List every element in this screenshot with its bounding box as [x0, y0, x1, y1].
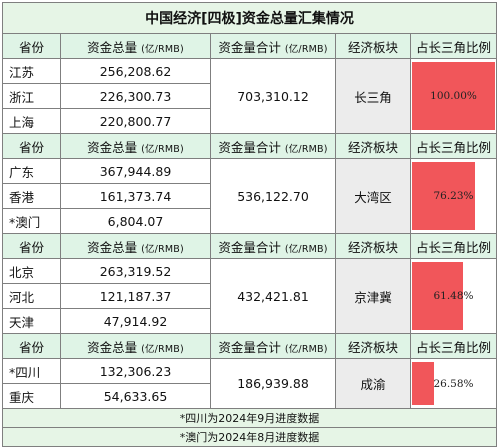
ratio-bar [412, 162, 476, 230]
table-row: 江苏 256,208.62 703,310.12 长三角 100.00% [2, 58, 498, 134]
province-cell: 北京 [2, 258, 61, 284]
header-row: 省份 资金总量 (亿/RMB) 资金量合计 (亿/RMB) 经济板块 占长三角比例 [2, 233, 498, 259]
table-row: *澳门 6,804.07 [2, 208, 497, 234]
province-cell: 天津 [2, 308, 61, 334]
amount-cell: 132,306.23 [60, 358, 211, 384]
total-cell: 186,939.88 [210, 358, 336, 409]
header-ratio: 占长三角比例 [409, 233, 498, 259]
header-total-label: 资金量合计 [218, 239, 281, 255]
header-amount-unit: (亿/RMB) [141, 43, 184, 55]
province-cell: 广东 [2, 158, 61, 184]
header-amount-unit: (亿/RMB) [141, 343, 184, 355]
amount-cell: 54,633.65 [60, 383, 211, 409]
header-amount: 资金总量 (亿/RMB) [60, 133, 211, 159]
header-region: 经济板块 [335, 233, 411, 259]
note-row: *四川为2024年9月进度数据 [1, 408, 498, 428]
table-row: 香港 161,373.74 [2, 183, 497, 209]
ratio-bar [412, 62, 496, 130]
table-row: *四川 132,306.23 186,939.88 成渝 26.58% [2, 358, 498, 409]
table-row: 天津 47,914.92 [2, 308, 497, 334]
header-amount: 资金总量 (亿/RMB) [60, 333, 211, 359]
ratio-label: 100.00% [430, 90, 477, 102]
ratio-cell: 26.58% [409, 358, 498, 409]
ratio-bar [412, 362, 435, 405]
table-row: 河北 121,187.37 [2, 283, 497, 309]
ratio-cell: 100.00% [409, 58, 498, 134]
header-row: 省份 资金总量 (亿/RMB) 资金量合计 (亿/RMB) 经济板块 占长三角比例 [2, 33, 498, 59]
province-cell: 江苏 [2, 58, 61, 84]
header-amount-label: 资金总量 [87, 39, 138, 55]
header-region: 经济板块 [335, 333, 411, 359]
ratio-cell: 61.48% [409, 258, 498, 334]
amount-cell: 263,319.52 [60, 258, 211, 284]
province-cell: 上海 [2, 108, 61, 134]
total-cell: 703,310.12 [210, 58, 336, 134]
province-cell: *四川 [2, 358, 61, 384]
header-amount-unit: (亿/RMB) [141, 143, 184, 155]
amount-cell: 161,373.74 [60, 183, 211, 209]
header-total-unit: (亿/RMB) [284, 343, 328, 355]
header-total-label: 资金量合计 [218, 339, 281, 355]
header-amount-label: 资金总量 [87, 339, 138, 355]
amount-cell: 220,800.77 [60, 108, 211, 134]
header-total-label: 资金量合计 [218, 39, 281, 55]
header-total: 资金量合计 (亿/RMB) [210, 133, 336, 159]
region-cell: 京津冀 [335, 258, 411, 334]
header-region: 经济板块 [335, 33, 411, 59]
header-total-unit: (亿/RMB) [284, 43, 328, 55]
header-amount-label: 资金总量 [87, 239, 138, 255]
header-total-unit: (亿/RMB) [284, 143, 328, 155]
province-cell: 浙江 [2, 83, 61, 109]
ratio-cell: 76.23% [409, 158, 498, 234]
header-total-unit: (亿/RMB) [284, 243, 328, 255]
amount-cell: 121,187.37 [60, 283, 211, 309]
header-ratio: 占长三角比例 [409, 133, 498, 159]
header-province: 省份 [2, 133, 61, 159]
ratio-label: 26.58% [433, 377, 474, 390]
header-amount: 资金总量 (亿/RMB) [60, 233, 211, 259]
footnote: *四川为2024年9月进度数据 [1, 408, 498, 428]
header-row: 省份 资金总量 (亿/RMB) 资金量合计 (亿/RMB) 经济板块 占长三角比例 [2, 333, 498, 359]
header-ratio: 占长三角比例 [409, 333, 498, 359]
amount-cell: 226,300.73 [60, 83, 211, 109]
header-province: 省份 [2, 33, 61, 59]
amount-cell: 47,914.92 [60, 308, 211, 334]
footnote: *澳门为2024年8月进度数据 [1, 427, 498, 447]
ratio-label: 76.23% [433, 190, 474, 202]
province-cell: 重庆 [2, 383, 61, 409]
header-row: 省份 资金总量 (亿/RMB) 资金量合计 (亿/RMB) 经济板块 占长三角比例 [2, 133, 498, 159]
total-cell: 432,421.81 [210, 258, 336, 334]
table-row: 浙江 226,300.73 [2, 83, 497, 109]
header-ratio: 占长三角比例 [409, 33, 498, 59]
amount-cell: 6,804.07 [60, 208, 211, 234]
region-cell: 成渝 [335, 358, 411, 409]
total-cell: 536,122.70 [210, 158, 336, 234]
note-row: *澳门为2024年8月进度数据 [1, 427, 498, 447]
table-row: 广东 367,944.89 536,122.70 大湾区 76.23% [2, 158, 498, 234]
province-cell: 香港 [2, 183, 61, 209]
amount-cell: 256,208.62 [60, 58, 211, 84]
province-cell: *澳门 [2, 208, 61, 234]
header-region: 经济板块 [335, 133, 411, 159]
header-amount: 资金总量 (亿/RMB) [60, 33, 211, 59]
region-cell: 长三角 [335, 58, 411, 134]
header-province: 省份 [2, 333, 61, 359]
header-province: 省份 [2, 233, 61, 259]
ratio-label: 61.48% [433, 290, 474, 302]
header-amount-unit: (亿/RMB) [141, 243, 184, 255]
ratio-bar [412, 262, 464, 330]
amount-cell: 367,944.89 [60, 158, 211, 184]
province-cell: 河北 [2, 283, 61, 309]
region-cell: 大湾区 [335, 158, 411, 234]
header-amount-label: 资金总量 [87, 139, 138, 155]
header-total-label: 资金量合计 [218, 139, 281, 155]
header-total: 资金量合计 (亿/RMB) [210, 33, 336, 59]
header-total: 资金量合计 (亿/RMB) [210, 333, 336, 359]
header-total: 资金量合计 (亿/RMB) [210, 233, 336, 259]
table-row: 北京 263,319.52 432,421.81 京津冀 61.48% [2, 258, 498, 334]
table-title: 中国经济[四极]资金总量汇集情况 [1, 2, 498, 34]
